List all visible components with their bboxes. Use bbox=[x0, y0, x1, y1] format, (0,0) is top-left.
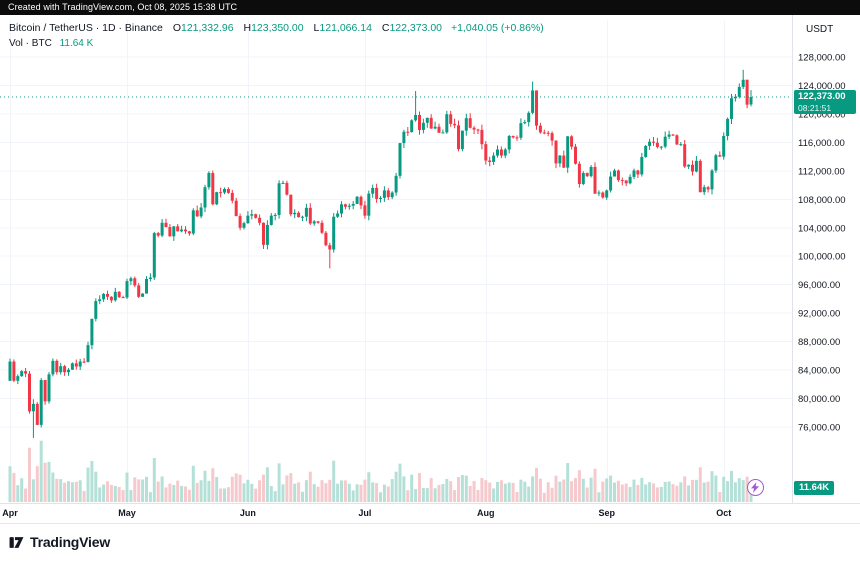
price-tick-label[interactable]: 80,000.00 bbox=[798, 394, 840, 405]
close-label: C bbox=[381, 22, 390, 34]
axis-borders bbox=[0, 15, 860, 504]
time-scale[interactable]: Apr May Jun Jul Aug Sep Oct bbox=[2, 508, 731, 518]
creation-timestamp: Created with TradingView.com, Oct 08, 20… bbox=[8, 2, 238, 12]
time-tick-label[interactable]: Jun bbox=[240, 508, 256, 518]
low-label: L bbox=[313, 22, 320, 34]
price-tick-label[interactable]: 88,000.00 bbox=[798, 337, 840, 348]
time-tick-label[interactable]: Jul bbox=[358, 508, 371, 518]
price-tick-label[interactable]: 112,000.00 bbox=[798, 166, 845, 177]
price-tick-label[interactable]: 104,000.00 bbox=[798, 223, 846, 234]
candlestick-series bbox=[8, 69, 753, 439]
close-value: 122,373.00 bbox=[389, 22, 443, 34]
gridlines bbox=[0, 20, 792, 503]
price-change: +1,040.05 (+0.86%) bbox=[450, 22, 544, 34]
chart-legend: Bitcoin / TetherUS · 1D · Binance O121,3… bbox=[9, 22, 544, 50]
price-tick-label[interactable]: 124,000.00 bbox=[798, 81, 846, 92]
price-scale[interactable]: 128,000.00 124,000.00 120,000.00 116,000.00… bbox=[798, 53, 846, 434]
time-tick-label[interactable]: Aug bbox=[477, 508, 495, 518]
snapshot-header: Created with TradingView.com, Oct 08, 20… bbox=[0, 0, 860, 15]
open-value: 121,332.96 bbox=[180, 22, 234, 34]
bar-countdown: 08:21:51 bbox=[798, 103, 832, 113]
last-price-value: 122,373.00 bbox=[798, 91, 846, 102]
lightning-icon bbox=[751, 482, 760, 493]
price-tick-label[interactable]: 84,000.00 bbox=[798, 366, 840, 377]
lightning-button[interactable] bbox=[747, 479, 764, 496]
volume-label[interactable]: Vol · BTC bbox=[9, 38, 52, 49]
symbol-title[interactable]: Bitcoin / TetherUS · 1D · Binance bbox=[9, 22, 163, 34]
last-price-badge: 122,373.00 08:21:51 bbox=[794, 90, 856, 114]
volume-badge: 11.64K bbox=[794, 481, 835, 495]
price-tick-label[interactable]: 120,000.00 bbox=[798, 109, 846, 120]
price-tick-label[interactable]: 128,000.00 bbox=[798, 53, 846, 64]
legend-symbol-row: Bitcoin / TetherUS · 1D · Binance O121,3… bbox=[9, 22, 544, 35]
low-value: 121,066.14 bbox=[319, 22, 372, 34]
high-value: 123,350.00 bbox=[251, 22, 304, 34]
tradingview-logo-icon[interactable] bbox=[8, 534, 25, 551]
volume-value: 11.64 K bbox=[59, 38, 94, 49]
price-tick-label[interactable]: 116,000.00 bbox=[798, 138, 845, 149]
ohlc-high: H123,350.00 bbox=[243, 22, 303, 34]
time-tick-label[interactable]: Apr bbox=[2, 508, 18, 518]
price-scale-unit[interactable]: USDT bbox=[806, 24, 834, 35]
price-tick-label[interactable]: 108,000.00 bbox=[798, 195, 846, 206]
time-tick-label[interactable]: Sep bbox=[598, 508, 615, 518]
volume-series bbox=[8, 440, 753, 502]
footer-divider bbox=[0, 523, 860, 524]
footer: TradingView bbox=[8, 530, 110, 554]
price-tick-label[interactable]: 96,000.00 bbox=[798, 280, 840, 291]
ohlc-open: O121,332.96 bbox=[173, 22, 234, 34]
ohlc-low: L121,066.14 bbox=[314, 22, 372, 34]
legend-volume-row: Vol · BTC 11.64 K bbox=[9, 37, 544, 50]
price-tick-label[interactable]: 76,000.00 bbox=[798, 423, 840, 434]
price-tick-label[interactable]: 100,000.00 bbox=[798, 252, 846, 263]
price-tick-label[interactable]: 92,000.00 bbox=[798, 309, 840, 320]
high-label: H bbox=[243, 22, 252, 34]
time-tick-label[interactable]: May bbox=[118, 508, 136, 518]
tradingview-wordmark[interactable]: TradingView bbox=[30, 534, 111, 550]
time-tick-label[interactable]: Oct bbox=[716, 508, 731, 518]
ohlc-close: C122,373.00 bbox=[382, 22, 442, 34]
open-label: O bbox=[172, 22, 181, 34]
